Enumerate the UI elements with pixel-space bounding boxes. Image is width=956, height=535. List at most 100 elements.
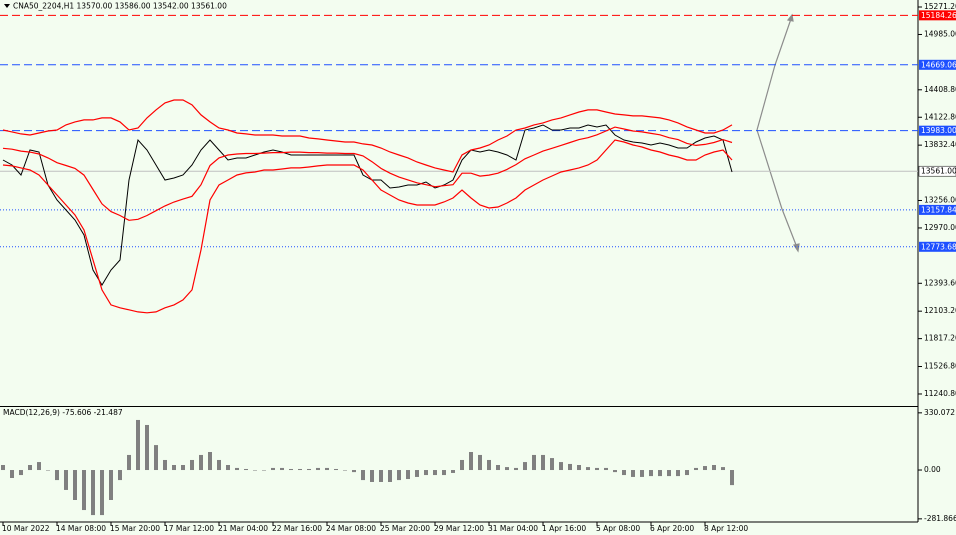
macd-bar	[514, 467, 518, 471]
macd-bar	[523, 462, 527, 471]
macd-bar	[190, 459, 194, 471]
x-tick-label: 14 Mar 08:00	[56, 524, 106, 533]
macd-bar	[703, 466, 707, 471]
macd-bar	[667, 470, 671, 477]
macd-bar	[685, 470, 689, 476]
macd-bar	[109, 470, 113, 500]
macd-bar	[271, 467, 275, 471]
macd-bar	[424, 470, 428, 476]
chart-title: CNA50_2204,H1 13570.00 13586.00 13542.00…	[13, 2, 227, 11]
level-label: 14669.06	[921, 60, 956, 69]
macd-bar	[226, 465, 230, 471]
level-label-box	[918, 165, 956, 177]
macd-bar	[145, 424, 149, 471]
price-line	[2, 124, 733, 286]
macd-bar	[577, 465, 581, 471]
y-tick-label: 11817.20	[924, 334, 956, 343]
macd-bar	[361, 470, 365, 481]
macd-bar	[334, 468, 338, 471]
macd-bar	[343, 470, 347, 471]
macd-bar	[118, 470, 122, 481]
x-tick-label: 10 Mar 2022	[2, 524, 50, 533]
plot-background	[0, 0, 918, 522]
macd-bar	[469, 452, 473, 471]
macd-bar	[280, 467, 284, 471]
macd-bar	[622, 470, 626, 476]
level-label-box	[919, 10, 956, 21]
macd-bar	[37, 462, 41, 471]
macd-bar	[631, 470, 635, 477]
y-tick-label: 14408.80	[924, 85, 956, 94]
x-tick-label: 21 Mar 04:00	[218, 524, 268, 533]
macd-bar	[640, 470, 644, 477]
macd-bar	[568, 463, 572, 471]
macd-bar	[352, 470, 356, 473]
macd-bar	[460, 459, 464, 471]
macd-bar	[235, 467, 239, 471]
macd-bar	[253, 470, 257, 471]
macd-bar	[550, 458, 554, 471]
macd-bar	[658, 470, 662, 477]
y-tick-label: 15271.20	[924, 2, 956, 11]
macd-bar	[172, 465, 176, 471]
macd-bar	[712, 465, 716, 471]
macd-bar	[298, 468, 302, 471]
macd-bar	[379, 470, 383, 482]
level-label-box	[919, 59, 956, 70]
bollinger-band	[2, 139, 733, 314]
level-label-box	[919, 241, 956, 252]
macd-bar	[199, 454, 203, 471]
macd-bar	[262, 470, 266, 471]
macd-bar	[442, 470, 446, 476]
macd-bar	[163, 459, 167, 471]
y-tick-label: 11240.80	[924, 389, 956, 398]
macd-bar	[397, 470, 401, 481]
y-tick-label: 13256.00	[924, 195, 956, 204]
macd-bar	[505, 467, 509, 471]
macd-bar	[307, 468, 311, 471]
arrow-head	[793, 243, 800, 253]
macd-bar	[586, 467, 590, 471]
level-label: 13157.84	[921, 205, 956, 214]
x-tick-label: 22 Mar 16:00	[272, 524, 322, 533]
x-tick-label: 17 Mar 12:00	[164, 524, 214, 533]
macd-bar	[154, 445, 158, 471]
macd-bar	[73, 470, 77, 500]
macd-bar	[433, 470, 437, 476]
macd-bar	[289, 468, 293, 471]
macd-bar	[82, 470, 86, 511]
level-label: 13983.00	[921, 126, 956, 135]
macd-title: MACD(12,26,9) -75.606 -21.487	[3, 408, 123, 417]
arrow-head	[786, 13, 794, 22]
macd-bar	[136, 419, 140, 471]
macd-bar	[595, 467, 599, 471]
down-arrow	[756, 129, 799, 251]
macd-tick-label: -281.866	[924, 514, 956, 523]
y-tick-label: 12970.00	[924, 223, 956, 232]
macd-tick-label: 0.00	[924, 465, 941, 474]
macd-bar	[415, 470, 419, 477]
macd-tick-label: 330.072	[924, 408, 955, 417]
macd-bar	[721, 467, 725, 471]
y-tick-label: 12103.20	[924, 306, 956, 315]
x-tick-label: 8 Apr 12:00	[704, 524, 748, 533]
x-tick-label: 25 Mar 20:00	[380, 524, 430, 533]
macd-bar	[28, 465, 32, 471]
x-tick-label: 6 Apr 20:00	[650, 524, 694, 533]
macd-bar	[496, 465, 500, 471]
y-tick-label: 12393.60	[924, 278, 956, 287]
macd-bar	[649, 470, 653, 477]
x-tick-label: 24 Mar 08:00	[326, 524, 376, 533]
x-tick-label: 15 Mar 20:00	[110, 524, 160, 533]
macd-bar	[10, 470, 14, 478]
macd-bar	[325, 467, 329, 471]
x-tick-label: 5 Apr 08:00	[596, 524, 640, 533]
macd-bar	[613, 470, 617, 473]
collapse-icon[interactable]	[4, 4, 10, 8]
macd-bar	[478, 454, 482, 471]
macd-bar	[244, 468, 248, 471]
macd-bar	[541, 454, 545, 471]
macd-bar	[676, 470, 680, 477]
macd-bar	[55, 470, 59, 481]
